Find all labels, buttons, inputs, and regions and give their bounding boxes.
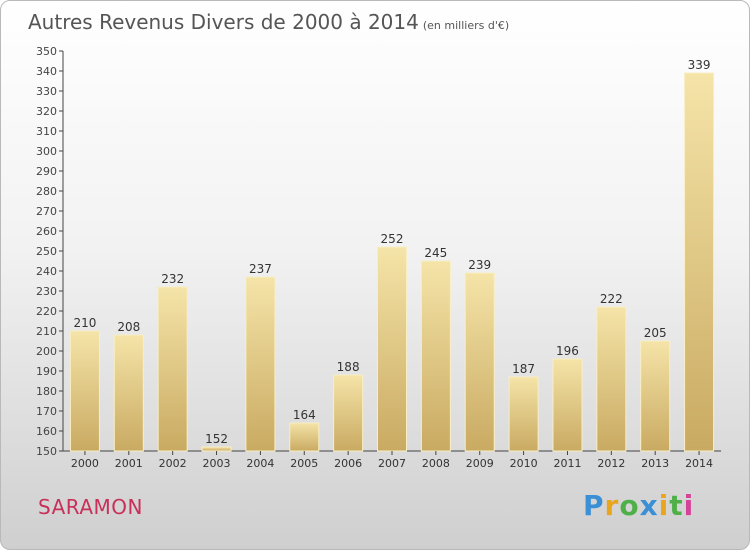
bar-value-label: 208 bbox=[117, 320, 140, 334]
chart-subtitle: (en milliers d'€) bbox=[422, 19, 510, 32]
bar-value-label: 245 bbox=[424, 246, 447, 260]
bar bbox=[596, 306, 627, 452]
bar-value-label: 210 bbox=[73, 316, 96, 330]
bar bbox=[289, 422, 320, 452]
bar-value-label: 205 bbox=[644, 326, 667, 340]
bar bbox=[420, 260, 451, 452]
bar-value-label: 239 bbox=[468, 258, 491, 272]
bar bbox=[69, 330, 100, 452]
bar-value-label: 196 bbox=[556, 344, 579, 358]
x-tick-label: 2013 bbox=[641, 457, 669, 470]
bar-value-label: 252 bbox=[381, 232, 404, 246]
y-tick-label: 160 bbox=[36, 425, 57, 438]
logo-letter: x bbox=[639, 489, 659, 522]
x-tick-label: 2000 bbox=[71, 457, 99, 470]
y-tick-label: 290 bbox=[36, 165, 57, 178]
bar-value-label: 187 bbox=[512, 362, 535, 376]
y-tick-label: 270 bbox=[36, 205, 57, 218]
y-tick-label: 310 bbox=[36, 125, 57, 138]
y-tick-label: 220 bbox=[36, 305, 57, 318]
y-tick-label: 280 bbox=[36, 185, 57, 198]
logo-letter: o bbox=[619, 489, 640, 522]
y-tick-label: 320 bbox=[36, 105, 57, 118]
x-tick-label: 2011 bbox=[553, 457, 581, 470]
x-tick-label: 2007 bbox=[378, 457, 406, 470]
x-tick-label: 2002 bbox=[159, 457, 187, 470]
bar bbox=[508, 376, 539, 452]
bar bbox=[684, 72, 715, 452]
bar bbox=[157, 286, 188, 452]
y-tick-label: 210 bbox=[36, 325, 57, 338]
y-tick-label: 350 bbox=[36, 45, 57, 58]
y-tick-label: 200 bbox=[36, 345, 57, 358]
bar bbox=[552, 358, 583, 452]
logo-letter: i bbox=[658, 489, 670, 522]
y-tick-label: 300 bbox=[36, 145, 57, 158]
chart-title: Autres Revenus Divers de 2000 à 2014 (en … bbox=[28, 10, 509, 34]
bar bbox=[640, 340, 671, 452]
city-name: SARAMON bbox=[38, 495, 143, 519]
y-tick-label: 230 bbox=[36, 285, 57, 298]
bar-value-label: 152 bbox=[205, 432, 228, 446]
bar bbox=[464, 272, 495, 452]
bar-value-label: 164 bbox=[293, 408, 316, 422]
chart-title-text: Autres Revenus Divers de 2000 à 2014 bbox=[28, 10, 419, 34]
y-tick-label: 190 bbox=[36, 365, 57, 378]
y-tick-label: 240 bbox=[36, 265, 57, 278]
y-tick-label: 260 bbox=[36, 225, 57, 238]
y-tick-label: 170 bbox=[36, 405, 57, 418]
x-tick-label: 2012 bbox=[597, 457, 625, 470]
x-tick-label: 2005 bbox=[290, 457, 318, 470]
bar bbox=[201, 446, 232, 452]
y-tick-label: 180 bbox=[36, 385, 57, 398]
bar-value-label: 222 bbox=[600, 292, 623, 306]
bar-value-label: 232 bbox=[161, 272, 184, 286]
y-tick-label: 330 bbox=[36, 85, 57, 98]
x-tick-label: 2003 bbox=[203, 457, 231, 470]
bar bbox=[333, 374, 364, 452]
x-tick-label: 2004 bbox=[246, 457, 274, 470]
logo-letter: r bbox=[604, 489, 620, 522]
x-tick-label: 2014 bbox=[685, 457, 713, 470]
y-tick-label: 340 bbox=[36, 65, 57, 78]
proxiti-logo: Proxiti bbox=[583, 489, 694, 522]
logo-letter: i bbox=[683, 489, 695, 522]
bar-value-label: 339 bbox=[688, 58, 711, 72]
logo-letter: P bbox=[583, 489, 605, 522]
bar-value-label: 237 bbox=[249, 262, 272, 276]
x-tick-label: 2010 bbox=[510, 457, 538, 470]
logo-letter: t bbox=[669, 489, 684, 522]
x-tick-label: 2009 bbox=[466, 457, 494, 470]
y-tick-label: 250 bbox=[36, 245, 57, 258]
bar bbox=[245, 276, 276, 452]
y-tick-label: 150 bbox=[36, 445, 57, 458]
x-tick-label: 2008 bbox=[422, 457, 450, 470]
bar bbox=[113, 334, 144, 452]
x-tick-label: 2001 bbox=[115, 457, 143, 470]
bar bbox=[377, 246, 407, 452]
bar-value-label: 188 bbox=[337, 360, 360, 374]
x-tick-label: 2006 bbox=[334, 457, 362, 470]
